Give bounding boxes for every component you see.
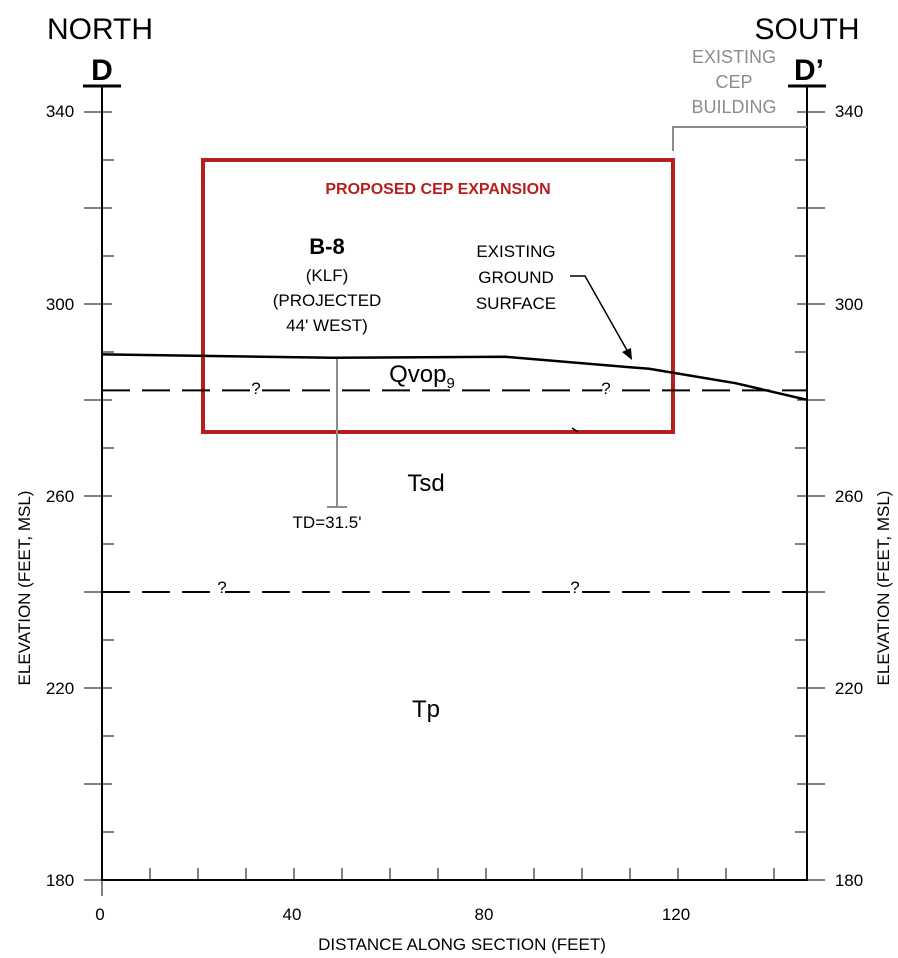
unit-label-tp: Tp [412, 696, 440, 723]
query-mark: ? [217, 578, 226, 597]
boring-note: 44' WEST) [286, 316, 368, 335]
y-axis-label-left: ELEVATION (FEET, MSL) [15, 491, 34, 686]
y-tick-label-left: 220 [46, 679, 74, 698]
query-mark: ? [570, 578, 579, 597]
x-tick-label: 40 [283, 905, 302, 924]
x-tick-label: 120 [662, 905, 690, 924]
query-mark: ? [601, 379, 610, 398]
x-tick-label: 0 [95, 905, 104, 924]
existing-building-label: CEP [715, 72, 752, 92]
x-tick-label: 80 [475, 905, 494, 924]
boring-id: B-8 [309, 234, 344, 259]
y-axis-label-right: ELEVATION (FEET, MSL) [874, 491, 893, 686]
ground-surface-arrowhead [622, 348, 632, 360]
y-tick-label-left: 260 [46, 487, 74, 506]
proposed-expansion-box [201, 158, 675, 434]
unit-qvop-base: Qvop [389, 361, 446, 388]
y-tick-label-left: 340 [46, 102, 74, 121]
expansion-title: PROPOSED CEP EXPANSION [325, 181, 550, 198]
boring-note: (PROJECTED [273, 291, 382, 310]
existing-ground-surface-line [101, 353, 808, 402]
ground-surface-label: SURFACE [476, 294, 556, 313]
axis-ticks [84, 111, 825, 896]
unit-label-qvop: Qvop9 [389, 361, 455, 392]
ground-surface-leader [570, 275, 629, 353]
boring-note: (KLF) [306, 266, 349, 285]
y-tick-label-right: 260 [835, 487, 863, 506]
total-depth-label: TD=31.5' [293, 513, 362, 532]
y-tick-label-right: 180 [835, 871, 863, 890]
north-label: NORTH [47, 13, 153, 46]
minor-mark [571, 427, 579, 433]
north-section-marker: D [91, 54, 113, 87]
ground-surface-label: GROUND [478, 268, 554, 287]
existing-building-label: EXISTING [692, 47, 776, 67]
south-label: SOUTH [755, 13, 860, 46]
south-section-marker: D’ [794, 54, 824, 87]
y-tick-label-right: 300 [835, 295, 863, 314]
query-mark: ? [251, 379, 260, 398]
unit-qvop-subscript: 9 [447, 375, 455, 392]
y-tick-label-right: 220 [835, 679, 863, 698]
existing-building-outline [672, 126, 807, 151]
y-tick-label-left: 300 [46, 295, 74, 314]
ground-surface-label: EXISTING [476, 242, 555, 261]
x-axis-label: DISTANCE ALONG SECTION (FEET) [318, 935, 606, 954]
y-tick-label-left: 180 [46, 871, 74, 890]
existing-building-label: BUILDING [691, 97, 776, 117]
unit-label-tsd: Tsd [407, 470, 444, 497]
y-tick-label-right: 340 [835, 102, 863, 121]
